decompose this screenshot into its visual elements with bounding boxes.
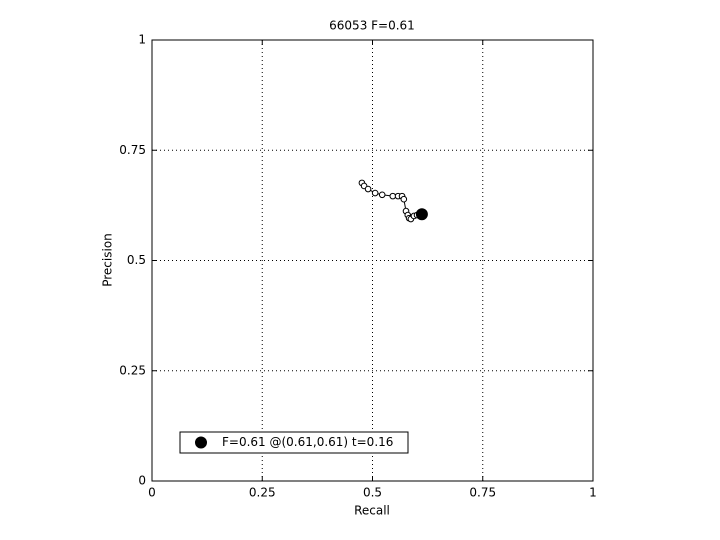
point-marker <box>371 189 379 197</box>
point-marker <box>400 195 408 203</box>
best-point <box>415 208 428 221</box>
y-tick-label: 0.25 <box>119 363 146 377</box>
chart-title: 66053 F=0.61 <box>329 19 415 33</box>
point-marker <box>389 192 397 200</box>
y-tick-label: 0 <box>138 474 146 488</box>
point-marker <box>378 191 386 199</box>
x-tick-label: 1 <box>589 486 597 500</box>
x-tick-label: 0 <box>148 486 156 500</box>
plot-frame <box>151 39 594 482</box>
legend-box <box>179 431 409 454</box>
y-tick-label: 0.75 <box>119 143 146 157</box>
legend-marker <box>195 436 207 449</box>
y-axis-label: Precision <box>101 233 115 287</box>
x-tick-label: 0.5 <box>363 486 382 500</box>
x-tick-label: 0.75 <box>469 486 496 500</box>
y-tick-label: 1 <box>138 33 146 47</box>
y-tick-label: 0.5 <box>127 253 146 267</box>
x-tick-label: 0.25 <box>249 486 276 500</box>
x-axis-label: Recall <box>354 504 390 518</box>
legend-label: F=0.61 @(0.61,0.61) t=0.16 <box>222 435 393 449</box>
point-marker <box>364 185 372 193</box>
